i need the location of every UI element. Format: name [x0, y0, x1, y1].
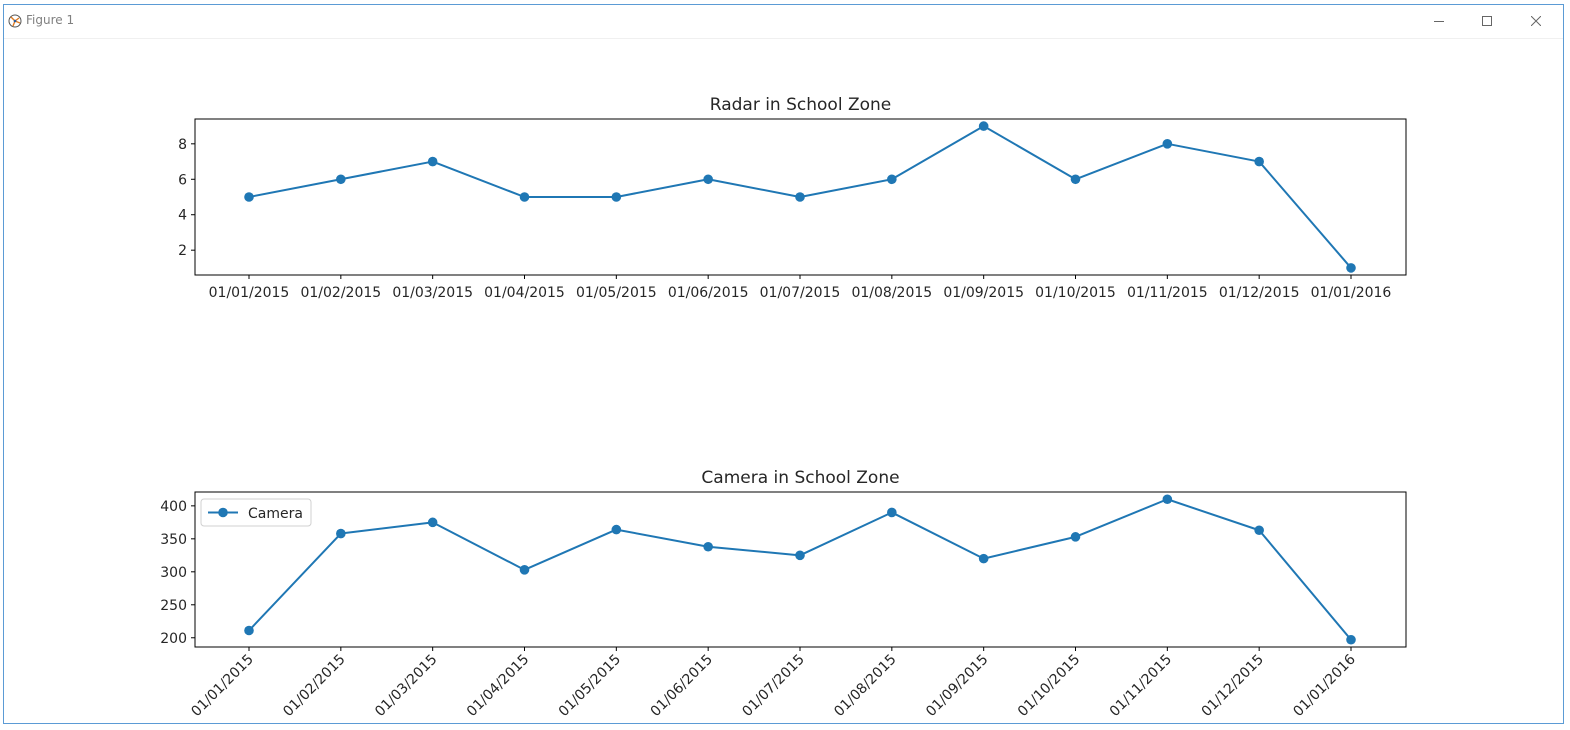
data-point: [887, 174, 897, 185]
data-point: [1162, 494, 1173, 505]
x-tick-label: 01/11/2015: [1127, 285, 1208, 301]
data-point: [1162, 139, 1173, 149]
y-tick-label: 400: [160, 499, 187, 515]
radar-chart: Radar in School Zone 2 4 6 8 01/01/2015 01/02/…: [178, 95, 1407, 301]
x-tick-label: 01/08/2015: [851, 285, 932, 301]
minimize-icon: [1434, 16, 1444, 26]
chart-title: Radar in School Zone: [710, 95, 891, 115]
data-point: [795, 550, 805, 561]
data-point: [244, 625, 254, 636]
y-tick-label: 6: [178, 172, 187, 188]
data-point: [519, 565, 530, 575]
data-point: [1254, 156, 1264, 167]
data-point: [336, 528, 346, 539]
x-tick-label: 01/05/2015: [556, 652, 624, 720]
title-bar[interactable]: Figure 1: [4, 5, 1563, 39]
data-point: [519, 192, 530, 202]
x-tick-label: 01/04/2015: [464, 652, 532, 720]
chart-title: Camera in School Zone: [701, 468, 899, 488]
x-tick-label: 01/01/2016: [1290, 651, 1358, 719]
series-line: [248, 498, 1352, 641]
x-tick-label: 01/01/2015: [188, 652, 256, 720]
legend-label: Camera: [248, 506, 303, 522]
window-title: Figure 1: [26, 13, 75, 27]
x-tick-label: 01/09/2015: [943, 285, 1024, 301]
x-tick-label: 01/12/2015: [1219, 285, 1300, 301]
data-point: [703, 541, 713, 552]
x-tick-label: 01/06/2015: [668, 285, 749, 301]
close-icon: [1531, 16, 1541, 26]
axes-frame: [194, 491, 1407, 648]
x-tick-label: 01/03/2015: [392, 285, 473, 301]
x-tick-label: 01/10/2015: [1015, 652, 1083, 720]
x-tick-label: 01/12/2015: [1199, 652, 1267, 720]
minimize-button[interactable]: [1416, 5, 1462, 37]
y-tick-label: 250: [160, 598, 187, 614]
y-tick-label: 350: [160, 532, 187, 548]
x-tick-label: 01/04/2015: [484, 285, 565, 301]
x-tick-label: 01/05/2015: [576, 285, 657, 301]
matplotlib-app-icon: [8, 13, 22, 28]
data-point: [703, 174, 713, 185]
data-point: [1346, 263, 1356, 273]
y-tick-label: 200: [160, 631, 187, 647]
data-point: [427, 517, 438, 528]
figure-window: Figure 1: [3, 4, 1564, 724]
legend-marker: [218, 507, 228, 518]
camera-chart: Camera in School Zone 200 250 300 350 400 01/0…: [160, 468, 1407, 720]
y-tick-label: 8: [178, 137, 187, 153]
data-point: [978, 553, 989, 564]
x-tick-label: 01/07/2015: [739, 652, 807, 720]
data-point: [611, 192, 622, 202]
x-tick-label: 01/06/2015: [648, 652, 716, 720]
data-point: [887, 507, 897, 518]
x-tick-label: 01/03/2015: [372, 652, 440, 720]
x-tick-label: 01/07/2015: [760, 285, 841, 301]
data-point: [1346, 634, 1356, 645]
x-tick-label: 01/01/2016: [1311, 285, 1392, 301]
maximize-icon: [1482, 16, 1492, 26]
y-tick-label: 2: [178, 243, 187, 259]
x-tick-label: 01/10/2015: [1035, 285, 1116, 301]
y-tick-label: 4: [178, 208, 187, 224]
x-tick-label: 01/11/2015: [1107, 652, 1175, 720]
x-tick-label: 01/01/2015: [209, 285, 290, 301]
x-tick-label: 01/08/2015: [831, 652, 899, 720]
data-point: [244, 192, 254, 202]
data-point: [1070, 532, 1081, 542]
maximize-button[interactable]: [1464, 5, 1510, 37]
y-tick-label: 300: [160, 565, 187, 581]
close-button[interactable]: [1513, 5, 1559, 37]
data-point: [1070, 174, 1081, 185]
data-point: [427, 156, 438, 167]
data-point: [1254, 525, 1264, 536]
data-point: [611, 524, 622, 535]
legend-box: [200, 498, 312, 527]
data-point: [795, 192, 805, 202]
data-point: [978, 121, 989, 131]
x-tick-label: 01/02/2015: [280, 652, 348, 720]
x-tick-label: 01/02/2015: [300, 285, 381, 301]
data-point: [336, 174, 346, 185]
x-tick-label: 01/09/2015: [923, 652, 991, 720]
